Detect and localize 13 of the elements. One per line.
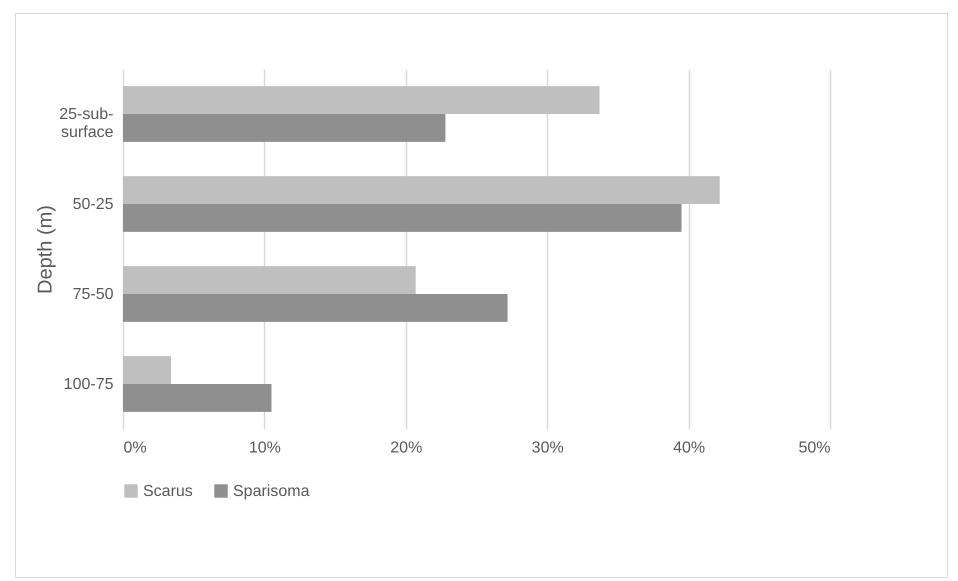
x-tick-label: 30% xyxy=(532,440,564,456)
y-tick-label: 25-sub-surface xyxy=(59,106,114,141)
y-tick-label: 100-75 xyxy=(64,376,114,393)
y-tick-label: 50-25 xyxy=(72,196,114,213)
x-tick-label: 20% xyxy=(390,440,422,456)
x-tick-label: 40% xyxy=(673,440,706,456)
x-tick-label: 0% xyxy=(124,440,147,456)
x-tick-label: 50% xyxy=(798,440,830,456)
legend-label: Scarus xyxy=(143,483,193,500)
y-axis-title: Depth (m) xyxy=(34,205,56,294)
legend-label: Sparisoma xyxy=(233,483,310,500)
y-tick-label: 75-50 xyxy=(72,286,114,303)
x-tick-label: 10% xyxy=(248,440,281,456)
